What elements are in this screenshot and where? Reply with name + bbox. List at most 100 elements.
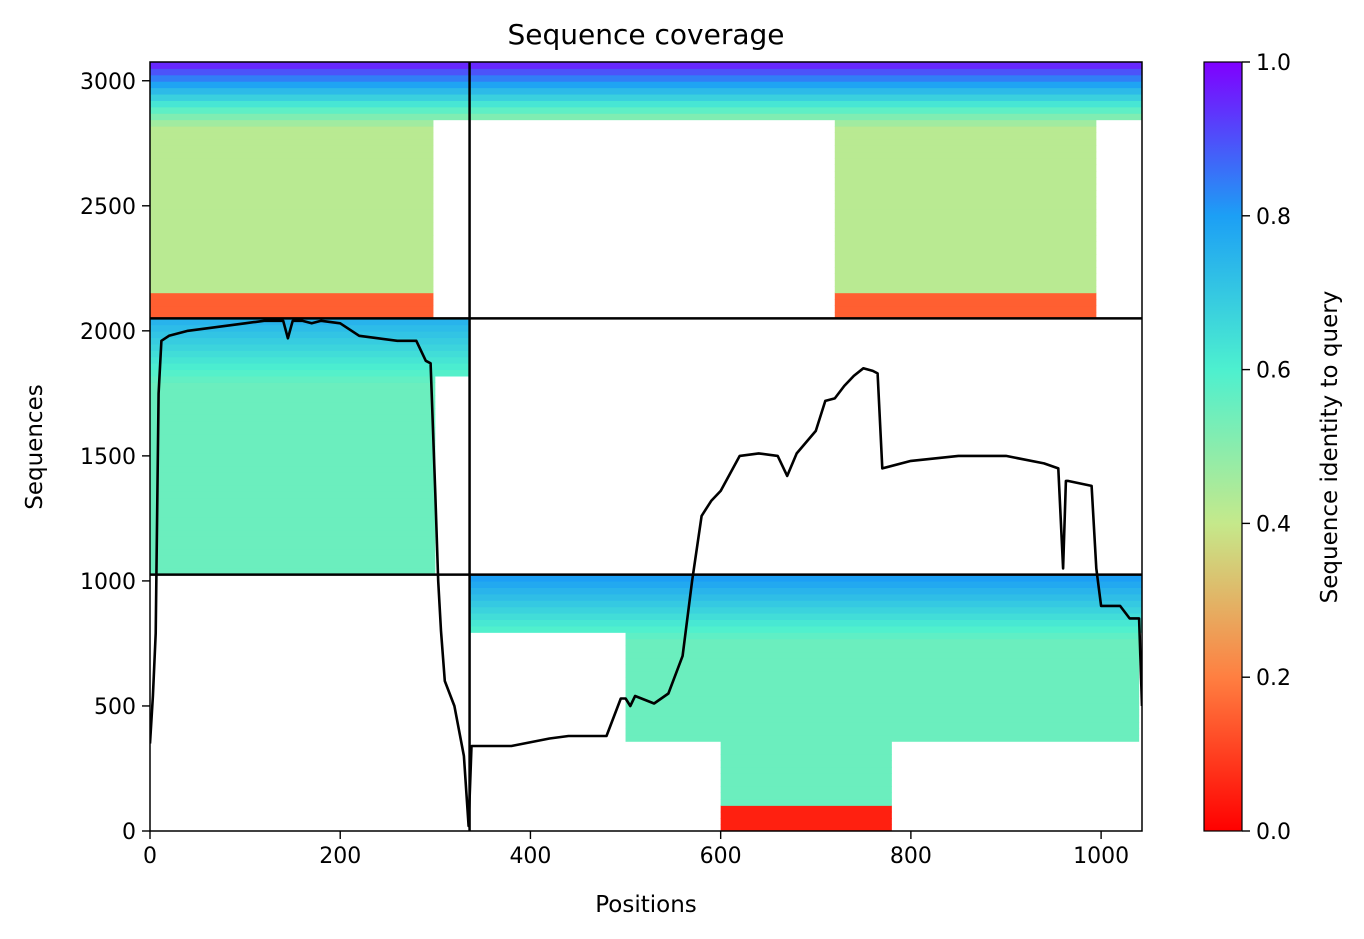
heat-row — [625, 683, 1140, 691]
heat-row — [625, 632, 1140, 640]
heat-row — [150, 433, 436, 441]
heat-row — [150, 151, 434, 159]
heat-row — [150, 401, 436, 409]
heat-row — [150, 183, 434, 191]
heat-row — [150, 555, 436, 563]
heat-row — [625, 709, 1140, 717]
heat-row — [469, 68, 1142, 76]
coverage-line-group — [150, 319, 1142, 828]
heat-row — [720, 824, 892, 831]
heat-row — [150, 504, 436, 512]
heat-row — [150, 561, 436, 569]
heat-row — [150, 324, 470, 332]
heat-row — [150, 81, 470, 89]
heat-row — [150, 529, 436, 537]
heat-row — [625, 722, 1140, 729]
heat-row — [834, 286, 1097, 294]
heat-row — [834, 241, 1097, 249]
heat-row — [834, 158, 1097, 166]
heat-row — [720, 818, 892, 826]
heat-row — [469, 613, 1142, 621]
heat-row — [625, 690, 1140, 697]
heat-row — [834, 292, 1097, 300]
heat-row — [834, 260, 1097, 268]
colorbar-label: Sequence identity to query — [1317, 291, 1343, 604]
heat-row — [150, 196, 434, 204]
coverage-line — [150, 319, 1142, 828]
heat-row — [150, 478, 436, 486]
heat-row — [469, 100, 1142, 108]
heat-row — [150, 254, 434, 262]
heat-row — [150, 337, 470, 345]
coverage-block-a — [150, 62, 470, 319]
heat-row — [469, 600, 1142, 608]
y-tick-label: 1000 — [80, 570, 136, 595]
heat-row — [720, 760, 892, 768]
heat-row — [720, 747, 892, 755]
heat-row — [469, 87, 1142, 95]
plot-frame — [149, 61, 1143, 832]
heat-row — [150, 164, 434, 172]
heat-row — [834, 177, 1097, 185]
heat-row — [834, 196, 1097, 204]
x-tick-label: 800 — [890, 844, 932, 869]
heat-row — [720, 741, 892, 749]
heat-row — [834, 164, 1097, 172]
heat-row — [150, 472, 436, 480]
heat-row — [625, 728, 1140, 736]
heat-row — [469, 625, 1142, 633]
heat-row — [834, 299, 1097, 307]
y-tick-label: 2500 — [80, 195, 136, 220]
colorbar-tick-label: 0.0 — [1256, 820, 1291, 845]
heat-row — [150, 260, 434, 268]
heat-row — [150, 484, 436, 492]
heat-row — [150, 87, 470, 95]
coverage-block-b — [150, 318, 470, 576]
heat-row — [150, 202, 434, 210]
heat-row — [834, 190, 1097, 198]
heat-row — [150, 62, 470, 69]
heat-row — [150, 113, 470, 121]
y-axis-label: Sequences — [22, 384, 48, 509]
heat-row — [150, 363, 470, 371]
heat-row — [150, 452, 436, 460]
heat-row — [469, 619, 1142, 627]
heat-row — [150, 305, 434, 313]
heat-row — [150, 331, 470, 339]
y-tick-label: 1500 — [80, 445, 136, 470]
y-tick-label: 3000 — [80, 70, 136, 95]
colorbar-tick-label: 0.2 — [1256, 666, 1291, 691]
heat-row — [625, 702, 1140, 710]
heat-row — [150, 491, 436, 499]
heat-row — [150, 267, 434, 274]
y-tick-label: 500 — [94, 695, 136, 720]
heat-row — [834, 132, 1097, 140]
heat-row — [469, 606, 1142, 614]
heat-row — [150, 382, 436, 390]
heat-row — [625, 715, 1140, 723]
heat-row — [150, 94, 470, 101]
heat-row — [150, 388, 436, 396]
heat-row — [150, 369, 470, 377]
heat-row — [150, 311, 434, 319]
heat-row — [720, 805, 892, 813]
heat-row — [150, 459, 436, 467]
heat-row — [834, 209, 1097, 217]
heat-row — [469, 74, 1142, 82]
heat-row — [720, 798, 892, 806]
heat-row — [834, 151, 1097, 159]
heat-row — [150, 414, 436, 422]
heat-row — [150, 497, 436, 505]
heat-row — [469, 574, 1142, 582]
heat-row — [150, 465, 436, 473]
heat-row — [150, 536, 436, 544]
heat-row — [834, 138, 1097, 146]
heat-row — [469, 587, 1142, 595]
heat-row — [150, 158, 434, 166]
x-tick-label: 200 — [319, 844, 361, 869]
heat-row — [150, 542, 436, 550]
heat-row — [150, 516, 436, 524]
heat-row — [469, 593, 1142, 601]
heat-row — [150, 523, 436, 531]
heat-row — [150, 68, 470, 76]
